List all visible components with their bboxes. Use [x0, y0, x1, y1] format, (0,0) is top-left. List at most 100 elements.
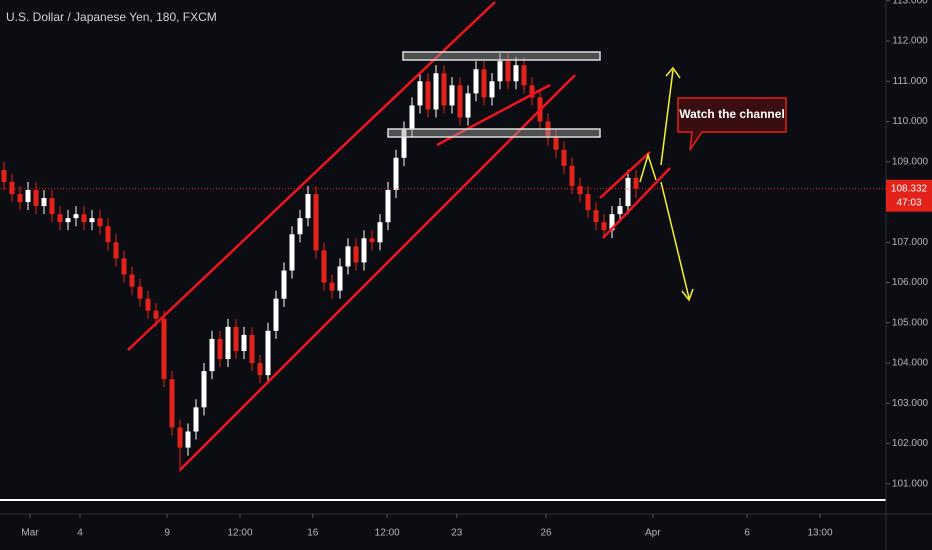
- y-tick-label: 113.000: [892, 0, 928, 6]
- y-tick-label: 103.000: [892, 398, 929, 409]
- candle-body: [577, 185, 583, 195]
- arrows: [639, 66, 694, 302]
- y-tick-label: 104.000: [892, 358, 929, 369]
- candle-body: [121, 258, 127, 275]
- annotation: Watch the channel: [679, 107, 785, 121]
- wedge-line: [436, 83, 551, 147]
- candle-body: [593, 210, 599, 223]
- candle-body: [529, 85, 535, 98]
- candle-body: [457, 85, 463, 118]
- candle-body: [305, 194, 311, 219]
- candle-body: [185, 431, 191, 448]
- candle-body: [401, 129, 407, 158]
- candle-body: [137, 286, 143, 299]
- candle-body: [209, 338, 215, 372]
- candle-body: [441, 73, 447, 106]
- candle-body: [193, 407, 199, 432]
- candle-body: [497, 61, 503, 82]
- candle-body: [609, 214, 615, 231]
- candle-body: [337, 266, 343, 291]
- candle-body: [313, 194, 319, 251]
- arrow: [660, 181, 690, 299]
- candle-body: [433, 73, 439, 110]
- x-tick-label: Apr: [645, 528, 661, 539]
- resistance-zone: [402, 51, 601, 61]
- candle-body: [297, 218, 303, 235]
- candle-body: [89, 218, 95, 223]
- candle-body: [361, 238, 367, 263]
- arrow: [639, 152, 657, 183]
- x-tick-label: 9: [164, 528, 170, 539]
- candle-body: [409, 105, 415, 130]
- y-tick-label: 107.000: [892, 237, 929, 248]
- candle-body: [385, 189, 391, 223]
- y-tick-label: 112.000: [892, 36, 928, 47]
- candle-body: [25, 189, 31, 203]
- channel-line: [602, 167, 671, 239]
- channel-line: [179, 74, 576, 471]
- candle-body: [81, 214, 87, 223]
- y-tick-label: 111.000: [893, 76, 928, 87]
- candle-body: [257, 363, 263, 376]
- candle-body: [553, 137, 559, 150]
- candle-body: [289, 234, 295, 271]
- candle-body: [97, 218, 103, 227]
- candle-body: [113, 242, 119, 259]
- candle-body: [417, 81, 423, 106]
- candle-body: [561, 149, 567, 166]
- candle-body: [233, 326, 239, 351]
- countdown-label: 47:03: [896, 197, 921, 208]
- candle-body: [145, 298, 151, 311]
- x-tick-label: 4: [77, 528, 83, 539]
- candle-body: [521, 65, 527, 86]
- candle-body: [633, 177, 639, 189]
- y-tick-label: 110.000: [892, 116, 928, 127]
- candle-body: [201, 371, 207, 408]
- candle-body: [489, 81, 495, 98]
- candle-body: [217, 338, 223, 360]
- candle-body: [177, 427, 183, 448]
- candle-body: [369, 238, 375, 243]
- candle-body: [41, 198, 47, 207]
- channel-line: [599, 151, 651, 199]
- candle-body: [129, 274, 135, 287]
- candle-body: [617, 206, 623, 215]
- y-tick-label: 105.000: [892, 317, 929, 328]
- candle-body: [73, 214, 79, 219]
- y-tick-label: 102.000: [892, 438, 929, 449]
- candle-body: [465, 93, 471, 118]
- candle-body: [1, 169, 7, 182]
- candle-body: [153, 310, 159, 319]
- chart-title: U.S. Dollar / Japanese Yen, 180, FXCM: [6, 10, 217, 24]
- candle-body: [49, 198, 55, 215]
- candle-body: [249, 334, 255, 364]
- candle-body: [513, 65, 519, 82]
- price-tag-label: 108.332: [891, 183, 928, 194]
- x-tick-label: 13:00: [807, 528, 832, 539]
- candle-body: [321, 250, 327, 283]
- candle-body: [33, 189, 39, 207]
- arrow-head: [665, 66, 681, 79]
- candle-body: [449, 85, 455, 106]
- candle-body: [65, 218, 71, 223]
- candle-body: [9, 181, 15, 195]
- candle-body: [481, 69, 487, 98]
- y-tick-label: 109.000: [892, 156, 929, 167]
- candle-body: [265, 330, 271, 376]
- candle-body: [585, 194, 591, 211]
- x-tick-label: 12:00: [375, 528, 400, 539]
- candle-body: [105, 226, 111, 243]
- candle-body: [273, 298, 279, 331]
- candle-body: [57, 214, 63, 223]
- price-tag: [886, 179, 932, 212]
- x-tick-label: 26: [540, 528, 552, 539]
- candle-body: [161, 318, 167, 380]
- x-tick-label: 12:00: [227, 528, 252, 539]
- arrow: [660, 69, 674, 166]
- candle-body: [329, 282, 335, 291]
- candle-body: [241, 334, 247, 351]
- x-tick-label: Mar: [21, 528, 39, 539]
- x-tick-label: 23: [451, 528, 463, 539]
